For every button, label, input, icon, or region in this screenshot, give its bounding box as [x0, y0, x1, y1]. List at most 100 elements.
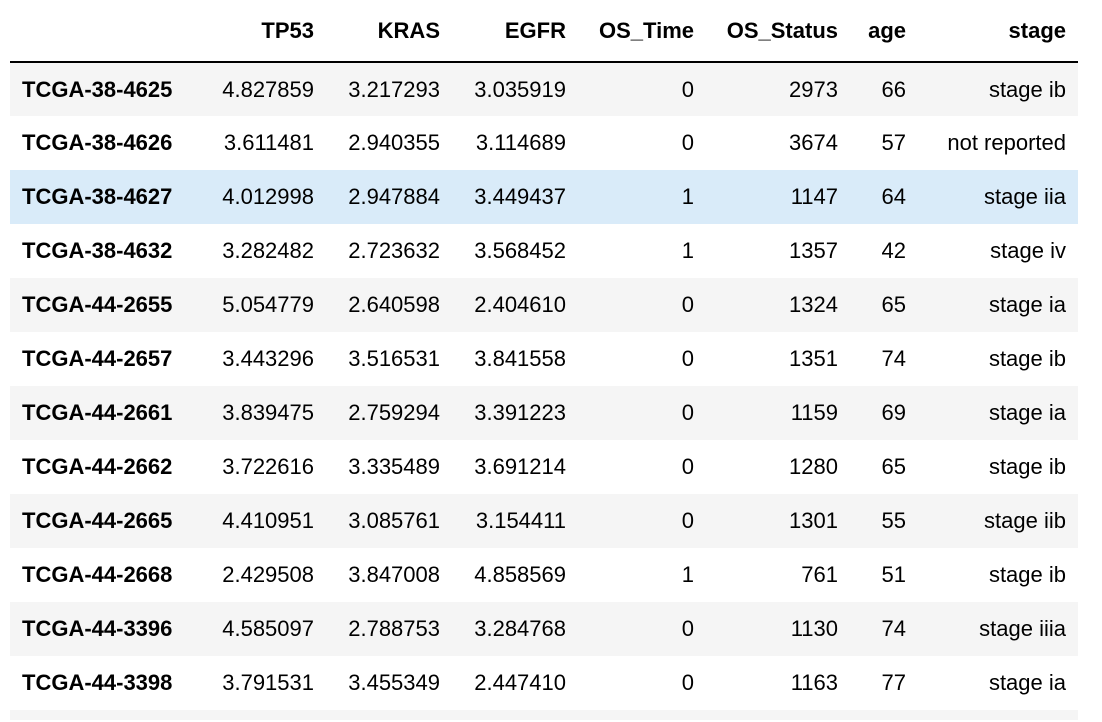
stage-cell: stage iib — [984, 508, 1066, 533]
age-cell: 65 — [881, 292, 906, 317]
tp53-cell: 3.839475 — [222, 400, 314, 425]
kras-cell: 3.455349 — [348, 670, 440, 695]
egfr-cell: 3.691214 — [474, 454, 566, 479]
table-row: TCGA-44-2668 2.429508 3.847008 4.858569 1 761… — [10, 548, 1078, 602]
table-row: TCGA-38-4627 4.012998 2.947884 3.449437 1 114… — [10, 170, 1078, 224]
age-cell: 42 — [881, 238, 906, 263]
age-cell: 77 — [881, 670, 906, 695]
egfr-cell: 3.841558 — [474, 346, 566, 371]
os-status-cell: 1351 — [789, 346, 838, 371]
egfr-cell: 2.404610 — [474, 292, 566, 317]
os-status-cell: 1301 — [789, 508, 838, 533]
tp53-cell: 3.791531 — [222, 670, 314, 695]
kras-cell: 3.085761 — [348, 508, 440, 533]
os-time-cell: 0 — [681, 508, 694, 533]
kras-cell: 3.217293 — [348, 76, 440, 102]
row-index-label: TCGA-44-2655 — [22, 292, 173, 317]
column-header-index — [10, 0, 200, 63]
table-row: TCGA-44-3398 3.791531 3.455349 2.447410 0 116… — [10, 656, 1078, 710]
egfr-cell: 4.858569 — [474, 562, 566, 587]
os-time-cell: 0 — [681, 292, 694, 317]
dataframe-output: TP53 KRAS EGFR OS_Time OS_Status age sta… — [10, 0, 1078, 720]
table-row: TCGA-38-4625 4.827859 3.217293 3.035919 0 297… — [10, 62, 1078, 116]
row-index-label: TCGA-44-2662 — [22, 454, 173, 479]
stage-cell: stage ib — [988, 454, 1066, 479]
os-time-cell: 1 — [681, 562, 694, 587]
kras-cell: 2.759294 — [348, 400, 440, 425]
tp53-cell: 3.611481 — [223, 130, 314, 155]
os-time-cell: 0 — [681, 76, 694, 102]
stage-cell: stage ib — [988, 346, 1066, 371]
tp53-cell: 3.722616 — [222, 454, 314, 479]
column-header-os-status: OS_Status — [706, 0, 850, 63]
kras-cell: 2.940355 — [348, 130, 440, 155]
table-row: TCGA-38-4626 3.611481 2.940355 3.114689 0 367… — [10, 116, 1078, 170]
kras-cell: 3.516531 — [348, 346, 440, 371]
stage-cell: stage iv — [990, 238, 1066, 263]
egfr-cell: 3.391223 — [474, 400, 566, 425]
header-row: TP53 KRAS EGFR OS_Time OS_Status age sta… — [10, 0, 1078, 63]
stage-cell: stage iiia — [979, 616, 1066, 641]
table-row: TCGA-44-2661 3.839475 2.759294 3.391223 0 115… — [10, 386, 1078, 440]
tp53-cell: 4.585097 — [222, 616, 314, 641]
tp53-cell: 4.012998 — [222, 184, 314, 209]
row-index-label: TCGA-44-2661 — [22, 400, 173, 425]
kras-cell: 2.947884 — [348, 184, 440, 209]
stage-cell: stage iia — [984, 184, 1066, 209]
table-row: TCGA-44-2662 3.722616 3.335489 3.691214 0 128… — [10, 440, 1078, 494]
column-header-egfr: EGFR — [452, 0, 578, 63]
tp53-cell: 4.827859 — [222, 76, 314, 102]
column-header-age: age — [850, 0, 918, 63]
os-status-cell: 1130 — [790, 616, 838, 641]
age-cell: 74 — [881, 346, 906, 371]
egfr-cell: 3.568452 — [474, 238, 566, 263]
age-cell: 57 — [881, 130, 906, 155]
table-row: TCGA-44-3396 4.585097 2.788753 3.284768 0 113… — [10, 602, 1078, 656]
stage-cell: stage ia — [988, 670, 1066, 695]
age-cell: 55 — [881, 508, 906, 533]
os-time-cell: 1 — [681, 238, 694, 263]
kras-cell: 2.640598 — [348, 292, 440, 317]
table-row: TCGA-44-2655 5.054779 2.640598 2.404610 0 132… — [10, 278, 1078, 332]
age-cell: 51 — [881, 562, 906, 587]
os-status-cell: 2973 — [789, 76, 838, 102]
column-header-kras: KRAS — [326, 0, 452, 63]
stage-cell: not reported — [947, 130, 1066, 155]
table-row: TCGA-44-2665 4.410951 3.085761 3.154411 0 130… — [10, 494, 1078, 548]
column-header-stage: stage — [918, 0, 1078, 63]
os-status-cell: 1163 — [790, 670, 838, 695]
tp53-cell: 2.429508 — [222, 562, 314, 587]
os-status-cell: 1357 — [789, 238, 838, 263]
tp53-cell: 3.443296 — [222, 346, 314, 371]
os-time-cell: 0 — [681, 346, 694, 371]
table-row: TCGA-44-2657 3.443296 3.516531 3.841558 0 135… — [10, 332, 1078, 386]
egfr-cell: 3.035919 — [474, 76, 566, 102]
column-header-os-time: OS_Time — [578, 0, 706, 63]
tp53-cell: 4.410951 — [222, 508, 314, 533]
os-time-cell: 0 — [681, 454, 694, 479]
table-row: TCGA-38-4632 3.282482 2.723632 3.568452 1 135… — [10, 224, 1078, 278]
age-cell: 65 — [881, 454, 906, 479]
os-time-cell: 0 — [681, 130, 694, 155]
row-index-label: TCGA-44-2665 — [22, 508, 173, 533]
kras-cell: 3.335489 — [348, 454, 440, 479]
table-body: TCGA-38-4625 4.827859 3.217293 3.035919 0 297… — [10, 62, 1078, 710]
age-cell: 74 — [881, 616, 906, 641]
stage-cell: stage ia — [988, 292, 1066, 317]
dataframe-table: TP53 KRAS EGFR OS_Time OS_Status age sta… — [10, 0, 1078, 710]
tp53-cell: 3.282482 — [222, 238, 314, 263]
os-time-cell: 1 — [681, 184, 694, 209]
os-status-cell: 1147 — [790, 184, 838, 209]
egfr-cell: 3.114689 — [475, 130, 566, 155]
os-status-cell: 1280 — [789, 454, 838, 479]
row-index-label: TCGA-44-2668 — [22, 562, 173, 587]
row-index-label: TCGA-44-3396 — [22, 616, 173, 641]
os-time-cell: 0 — [681, 616, 694, 641]
kras-cell: 2.788753 — [348, 616, 440, 641]
age-cell: 69 — [881, 400, 906, 425]
row-index-label: TCGA-38-4625 — [22, 76, 173, 102]
age-cell: 64 — [881, 184, 906, 209]
row-index-label: TCGA-44-2657 — [22, 346, 173, 371]
stage-cell: stage ib — [988, 562, 1066, 587]
row-index-label: TCGA-38-4632 — [22, 238, 173, 263]
